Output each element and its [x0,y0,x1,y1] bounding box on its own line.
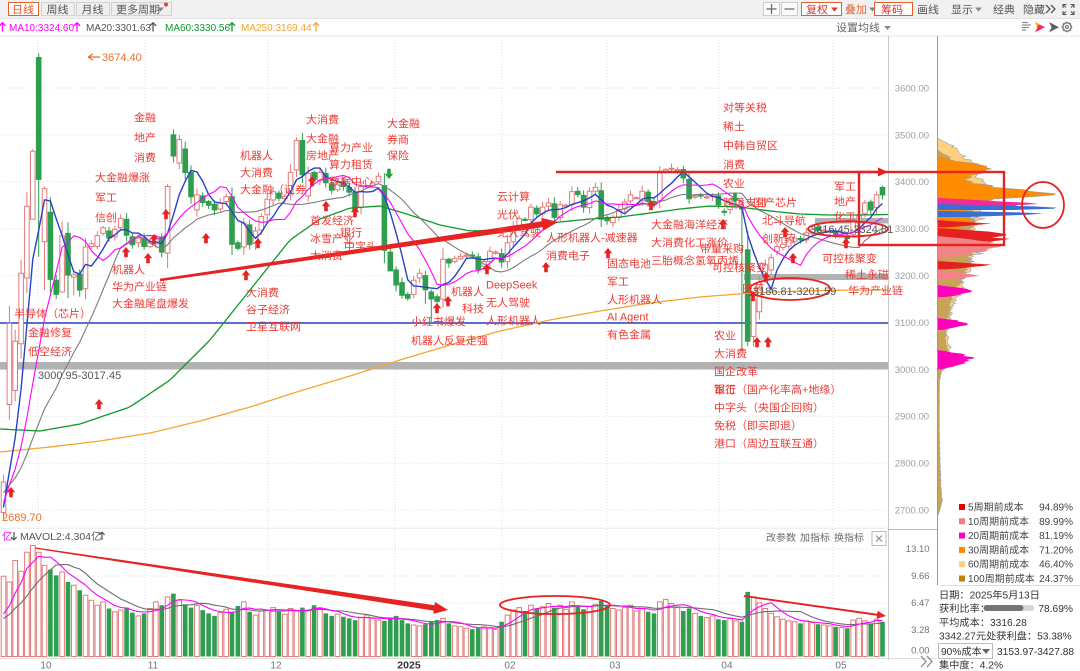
svg-text:12: 12 [270,661,282,671]
svg-text:71.20%: 71.20% [1039,545,1073,556]
svg-text:3500.00: 3500.00 [895,130,929,141]
svg-text:MAVOL2:4.304: MAVOL2:4.304 [20,531,91,543]
svg-text:02: 02 [504,661,516,671]
svg-text:3316.28: 3316.28 [990,618,1027,629]
svg-text:03: 03 [609,661,621,671]
svg-text:0.00: 0.00 [911,646,930,657]
svg-text:6.47: 6.47 [911,598,930,609]
svg-text:13: 13 [1018,591,1030,602]
svg-text:MA20:3301.63: MA20:3301.63 [86,23,151,34]
svg-text:11: 11 [148,661,159,671]
svg-text:4.2%: 4.2% [980,661,1003,671]
svg-text:2025: 2025 [397,660,421,671]
svg-text:24.37%: 24.37% [1039,574,1073,585]
svg-text:89.99%: 89.99% [1039,517,1073,528]
svg-text:3153.97-3427.88: 3153.97-3427.88 [997,647,1074,658]
svg-text:04: 04 [721,661,733,671]
svg-text:60: 60 [968,560,980,571]
svg-text:10: 10 [40,661,52,671]
svg-text:MA60:3330.56: MA60:3330.56 [165,23,230,34]
svg-text:3316.45-3324.81: 3316.45-3324.81 [810,224,893,236]
svg-text:53.38%: 53.38% [1037,632,1072,643]
svg-text:5: 5 [1003,591,1009,602]
svg-text:46.40%: 46.40% [1039,560,1073,571]
svg-text:-: - [601,233,605,245]
svg-text:3400.00: 3400.00 [895,177,929,188]
svg-text:05: 05 [835,661,847,671]
svg-text:13.10: 13.10 [906,544,930,555]
svg-text:+: + [802,385,808,397]
svg-text:3.28: 3.28 [911,625,930,636]
svg-text:3200.00: 3200.00 [895,271,929,282]
svg-text:94.89%: 94.89% [1039,503,1073,514]
svg-text:9.66: 9.66 [911,571,930,582]
svg-text:3342.27: 3342.27 [939,632,976,643]
svg-text:3000.95-3017.45: 3000.95-3017.45 [38,370,121,382]
svg-text:20: 20 [968,531,980,542]
svg-text:78.69%: 78.69% [1038,604,1073,615]
svg-text:2700.00: 2700.00 [895,506,929,517]
svg-text:10: 10 [968,517,980,528]
svg-text:3186.81-3201.59: 3186.81-3201.59 [753,286,836,298]
svg-text:2800.00: 2800.00 [895,459,929,470]
svg-text:3300.00: 3300.00 [895,224,929,235]
svg-text:100: 100 [968,574,985,585]
svg-text:2025: 2025 [970,591,993,602]
svg-text:30: 30 [968,545,980,556]
svg-text:3600.00: 3600.00 [895,83,929,94]
svg-text:90%: 90% [941,647,961,658]
svg-text:AI Agent: AI Agent [607,312,649,324]
svg-text:81.19%: 81.19% [1039,531,1073,542]
svg-text:3100.00: 3100.00 [895,318,929,329]
svg-text:DeepSeek: DeepSeek [486,280,538,292]
svg-text:5: 5 [968,503,974,514]
svg-text:3674.40: 3674.40 [102,52,142,64]
svg-text:2900.00: 2900.00 [895,412,929,423]
svg-text:MA250:3169.44: MA250:3169.44 [241,23,312,34]
svg-text:3000.00: 3000.00 [895,365,929,376]
svg-text:2689.70: 2689.70 [2,512,42,524]
svg-text:MA10:3324.60: MA10:3324.60 [9,23,74,34]
